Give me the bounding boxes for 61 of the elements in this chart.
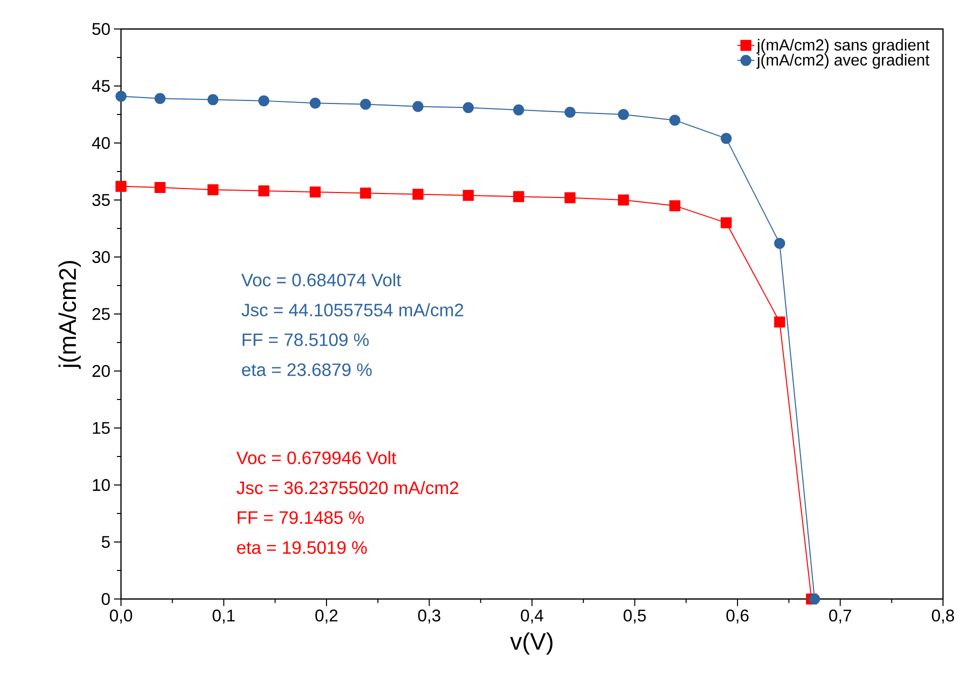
point — [207, 94, 218, 106]
x-tick-label: 0,7 — [829, 610, 852, 624]
point — [310, 186, 321, 198]
point — [310, 98, 321, 109]
x-tick-label: 0,0 — [110, 610, 132, 624]
x-tick-label: 0,8 — [932, 610, 954, 624]
point — [809, 594, 820, 604]
x-tick-label: 0,3 — [418, 610, 440, 624]
point — [513, 104, 524, 116]
x-tick-label: 0,2 — [315, 610, 338, 624]
y-tick-label: 35 — [92, 194, 110, 206]
point — [513, 191, 524, 202]
annotation: eta = 19.5019 % — [237, 541, 367, 554]
point — [564, 106, 576, 118]
point — [720, 217, 732, 228]
annotation: eta = 23.6879 % — [242, 363, 372, 376]
point — [618, 108, 629, 120]
x-tick-label: 0,1 — [212, 610, 235, 624]
point — [258, 185, 270, 196]
x-tick-label: 0,4 — [520, 610, 544, 624]
y-tick-label: 5 — [102, 536, 110, 548]
point — [462, 190, 474, 201]
point — [412, 188, 424, 200]
point — [669, 200, 680, 212]
x-tick-label: 0,5 — [624, 610, 646, 624]
point — [154, 182, 166, 193]
y-tick-label: 10 — [92, 479, 110, 491]
point — [412, 101, 424, 112]
y-tick-label: 45 — [92, 80, 110, 92]
annotation: Voc = 0.684074 Volt — [241, 273, 402, 286]
point — [258, 95, 270, 106]
point — [207, 184, 218, 196]
y-tick-label: 30 — [92, 251, 110, 263]
point — [462, 102, 474, 114]
annotation: FF = 78.5109 % — [242, 333, 369, 346]
x-axis-title: v(V) — [510, 632, 552, 655]
point — [720, 132, 732, 144]
annotation: Jsc = 36.23755020 mA/cm2 — [236, 481, 458, 494]
y-tick-label: 15 — [92, 422, 110, 434]
x-tick-label: 0,6 — [726, 610, 749, 624]
point — [360, 188, 372, 199]
point — [564, 192, 576, 204]
y-tick-label: 40 — [92, 136, 110, 149]
point — [116, 180, 126, 192]
y-tick-label: 0 — [102, 593, 110, 605]
point — [618, 194, 629, 206]
annotation: Jsc = 44.10557554 mA/cm2 — [242, 303, 464, 316]
y-axis-title: j(mA/cm2) — [58, 261, 81, 370]
point — [774, 316, 786, 328]
point — [154, 93, 166, 104]
annotation: FF = 79.1485 % — [238, 511, 364, 524]
point — [669, 114, 680, 126]
y-tick-label: 50 — [92, 22, 110, 35]
point — [360, 98, 372, 110]
point — [774, 238, 786, 249]
legend-label: j(mA/cm2) avec gradient — [756, 54, 930, 69]
legend-label: j(mA/cm2) sans gradient — [756, 38, 930, 54]
annotation: Voc = 0.679946 Volt — [236, 451, 396, 464]
point — [116, 90, 126, 102]
y-tick-label: 20 — [92, 365, 110, 377]
y-tick-label: 25 — [92, 308, 110, 320]
